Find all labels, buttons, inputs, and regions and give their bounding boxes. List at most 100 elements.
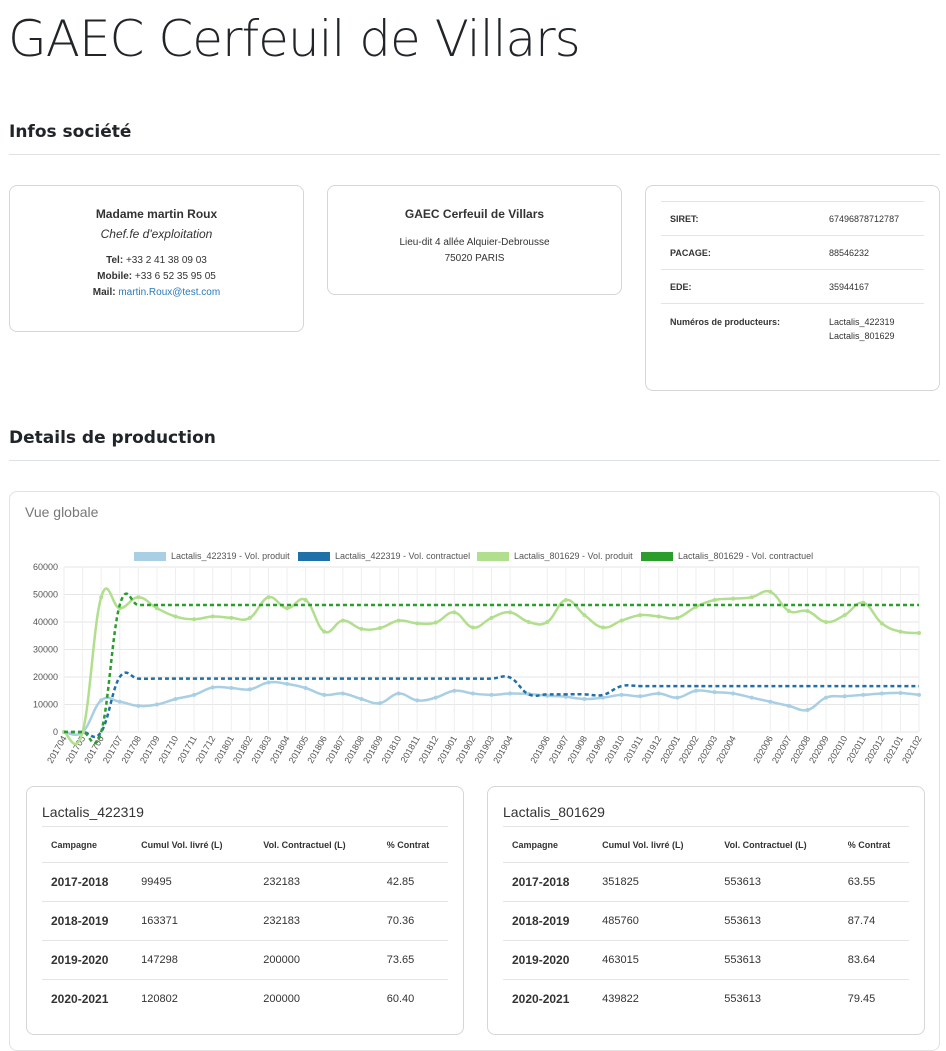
y-tick-label: 30000 — [33, 645, 58, 655]
data-point — [917, 692, 921, 697]
data-point — [396, 618, 401, 623]
data-point — [917, 631, 921, 635]
table-row: 2017-2018 99495 232183 42.85 — [42, 862, 448, 902]
data-point — [247, 687, 252, 692]
data-point — [192, 692, 197, 697]
data-point — [749, 595, 754, 600]
column-header: % Contrat — [838, 826, 909, 863]
data-point — [340, 618, 345, 623]
table-header-row: Campagne Cumul Vol. livré (L) Vol. Contr… — [42, 826, 448, 863]
column-header: Vol. Contractuel (L) — [254, 826, 378, 863]
data-point — [433, 620, 438, 625]
data-point — [322, 629, 327, 634]
table-row: 2020-2021 439822 553613 79.45 — [503, 979, 909, 1018]
producers-value: Lactalis_422319 Lactalis_801629 — [820, 303, 924, 355]
legend-item[interactable]: Lactalis_801629 - Vol. contractuel — [641, 551, 813, 561]
y-tick-label: 0 — [53, 727, 58, 737]
table-header-row: Campagne Cumul Vol. livré (L) Vol. Contr… — [503, 826, 909, 863]
production-panel: Vue globale Lactalis_422319 - Vol. produ… — [9, 491, 940, 1051]
column-header: Cumul Vol. livré (L) — [593, 826, 716, 863]
data-point — [247, 615, 252, 620]
data-point — [229, 686, 234, 690]
data-point — [601, 625, 606, 630]
data-point — [285, 681, 290, 686]
company-card: GAEC Cerfeuil de Villars Lieu-dit 4 allé… — [327, 185, 622, 295]
company-name: GAEC Cerfeuil de Villars — [404, 207, 545, 221]
data-point — [563, 598, 568, 602]
data-point — [340, 691, 345, 696]
data-point — [824, 695, 829, 700]
data-point — [322, 692, 327, 697]
y-tick-label: 40000 — [33, 617, 58, 627]
data-point — [452, 610, 457, 615]
data-point — [898, 629, 903, 634]
data-point — [508, 610, 513, 615]
series-line — [63, 587, 920, 746]
data-point — [898, 690, 903, 695]
data-point — [117, 606, 122, 611]
data-point — [675, 615, 680, 620]
data-point — [805, 708, 810, 712]
data-point — [656, 691, 661, 696]
contact-card: Madame martin Roux Chef.fe d'exploitatio… — [9, 185, 304, 332]
section-title-production: Details de production — [9, 428, 216, 448]
data-point — [563, 694, 568, 699]
data-point — [377, 626, 382, 631]
data-point — [266, 680, 271, 685]
producer-title: Lactalis_801629 — [503, 804, 605, 820]
producer-title: Lactalis_422319 — [42, 804, 144, 820]
data-point — [117, 699, 122, 704]
ede-value: 35944167 — [820, 269, 924, 304]
data-point — [99, 595, 104, 600]
legend-item[interactable]: Lactalis_422319 - Vol. produit — [134, 551, 290, 561]
table-row: 2018-2019 163371 232183 70.36 — [42, 901, 448, 941]
legend-item[interactable]: Lactalis_801629 - Vol. produit — [477, 551, 633, 561]
divider — [9, 154, 940, 155]
y-tick-label: 20000 — [33, 672, 58, 682]
contact-tel: Tel: +33 2 41 38 09 03 — [106, 255, 207, 266]
y-tick-label: 10000 — [33, 700, 58, 710]
data-point — [489, 615, 494, 620]
email-link[interactable]: martin.Roux@test.com — [118, 287, 221, 298]
data-point — [303, 686, 308, 690]
contact-mobile: Mobile: +33 6 52 35 95 05 — [97, 271, 216, 282]
y-tick-label: 50000 — [33, 590, 58, 600]
data-point — [712, 598, 717, 602]
data-point — [192, 617, 197, 622]
column-header: Vol. Contractuel (L) — [715, 826, 839, 863]
data-point — [582, 697, 587, 701]
data-point — [619, 692, 624, 697]
y-tick-label: 60000 — [33, 562, 58, 572]
table-row: Numéros de producteurs: Lactalis_422319 La… — [661, 303, 924, 355]
data-point — [154, 702, 159, 707]
data-point — [173, 697, 178, 701]
data-point — [470, 625, 475, 630]
data-point — [489, 692, 494, 697]
legend-item[interactable]: Lactalis_422319 - Vol. contractuel — [298, 551, 470, 561]
producer-card-2: Lactalis_801629 Campagne Cumul Vol. livr… — [487, 786, 925, 1035]
column-header: % Contrat — [377, 826, 448, 863]
data-point — [786, 609, 791, 613]
data-point — [768, 699, 773, 704]
data-point — [359, 697, 364, 701]
chart-panel-title: Vue globale — [25, 504, 99, 520]
data-point — [285, 606, 290, 611]
data-point — [712, 690, 717, 695]
data-point — [303, 598, 308, 602]
pacage-label: PACAGE: — [661, 235, 820, 270]
data-point — [359, 626, 364, 631]
section-title-infos: Infos société — [9, 122, 132, 142]
producer-table: Campagne Cumul Vol. livré (L) Vol. Contr… — [503, 826, 909, 1018]
data-point — [154, 606, 159, 611]
table-row: 2020-2021 120802 200000 60.40 — [42, 979, 448, 1018]
data-point — [377, 701, 382, 706]
pacage-value: 88546232 — [820, 235, 924, 270]
siret-value: 67496878712787 — [820, 201, 924, 236]
data-point — [396, 691, 401, 696]
data-point — [619, 618, 624, 623]
table-row: SIRET: 67496878712787 — [661, 201, 924, 236]
data-point — [786, 703, 791, 708]
table-row: PACAGE: 88546232 — [661, 235, 924, 270]
producer-card-1: Lactalis_422319 Campagne Cumul Vol. livr… — [26, 786, 464, 1035]
data-point — [879, 691, 884, 696]
